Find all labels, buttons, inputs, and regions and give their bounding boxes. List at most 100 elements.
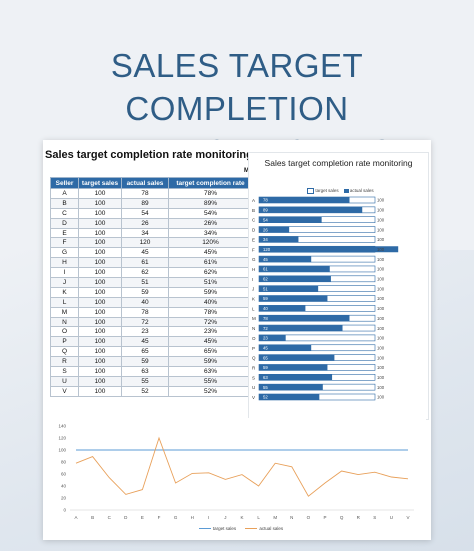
legend-actual-line [245,528,258,530]
cell-target-sales: 100 [78,257,122,269]
cell-seller: I [50,267,79,279]
cell-seller: D [50,217,79,229]
actual-bar [259,334,286,341]
table-row: A 100 78 78% [50,188,253,199]
actual-bar-label: 23 [263,336,268,341]
actual-bar-label: 65 [263,355,268,360]
x-tick-label: I [208,515,209,520]
table-row: G 100 45 45% [50,247,253,259]
bar-category-label: G [252,257,256,262]
table-row: C 100 54 54% [50,207,253,219]
cell-seller: K [50,286,79,298]
cell-completion-rate: 65% [168,346,253,358]
cell-actual-sales: 65 [121,346,169,358]
actual-bar-label: 89 [263,208,268,213]
cell-target-sales: 100 [78,366,122,377]
x-tick-label: J [224,515,226,520]
actual-bar-label: 78 [263,198,268,203]
bar-chart-svg: A 78 100 B 89 100 C 54 100 D 26 100 E 34 100 F 120 100 G 45… [252,196,399,401]
header-target-sales: target sales [78,177,122,189]
target-bar-label: 100 [377,326,385,331]
target-bar-label: 100 [377,365,385,370]
line-legend-target-label: target sales [212,526,237,531]
actual-bar-label: 61 [263,267,268,272]
legend-actual-swatch [343,189,349,193]
target-bar-label: 100 [377,355,385,360]
cell-seller: E [50,227,79,239]
cell-target-sales: 100 [78,237,122,249]
cell-actual-sales: 40 [121,296,169,308]
bar-category-label: C [252,218,256,223]
sales-table: Seller target sales actual sales target … [50,177,253,397]
actual-bar [259,384,323,391]
table-body: A 100 78 78% B 100 89 89% C 100 54 54% D 100 26 26% E 100… [50,188,253,397]
legend-target-swatch [307,188,315,194]
legend-target-line [198,528,211,530]
bar-category-label: B [252,208,255,213]
bar-category-label: S [252,375,255,380]
actual-bar-label: 59 [263,296,268,301]
cell-seller: M [50,306,79,318]
line-chart-svg: 0 20 40 60 80 100 120 140 A B C D E F G H I J K L M N O P Q R S U V [58,424,414,520]
cell-actual-sales: 23 [121,326,169,338]
bar-category-label: A [252,198,255,203]
actual-bar [259,216,322,223]
cell-target-sales: 100 [78,267,122,279]
bar-category-label: V [252,395,255,400]
cell-seller: G [50,247,79,259]
bar-category-label: U [252,385,255,390]
cell-completion-rate: 40% [168,296,253,308]
y-tick-label: 100 [58,448,66,453]
cell-seller: U [50,375,79,387]
cell-actual-sales: 89 [121,197,169,209]
table-row: Q 100 65 65% [50,346,253,358]
cell-seller: P [50,336,79,348]
cell-actual-sales: 55 [121,375,169,387]
x-tick-label: P [323,515,326,520]
table-row: F 100 120 120% [50,237,253,249]
x-tick-label: G [174,515,178,520]
cell-actual-sales: 54 [121,207,169,219]
cell-actual-sales: 78 [121,188,169,199]
target-bar-label: 100 [377,306,385,311]
header-seller: Seller [50,177,79,189]
table-row: M 100 78 78% [50,306,253,318]
cell-target-sales: 100 [78,306,122,318]
cell-completion-rate: 62% [168,267,253,279]
target-bar-label: 100 [377,237,385,242]
target-bar-label: 100 [377,395,385,400]
y-tick-label: 40 [61,484,67,489]
x-tick-label: B [91,515,94,520]
actual-bar [259,344,312,351]
line-legend-actual-label: actual sales [259,526,284,531]
cell-completion-rate: 89% [168,197,253,209]
cell-completion-rate: 78% [168,188,253,199]
cell-target-sales: 100 [78,207,122,219]
header-actual-sales: actual sales [121,177,169,189]
cell-seller: Q [50,346,79,358]
cell-target-sales: 100 [78,217,122,229]
actual-bar-label: 52 [263,395,268,400]
actual-bar-label: 34 [263,237,268,242]
bar-category-label: K [252,297,255,302]
cell-target-sales: 100 [78,247,122,259]
actual-bar-label: 55 [263,385,268,390]
actual-bar-label: 62 [263,277,268,282]
cell-actual-sales: 34 [121,227,169,239]
actual-bar [259,394,320,400]
cell-target-sales: 100 [78,227,122,239]
x-tick-label: H [191,515,194,520]
actual-bar-label: 45 [263,345,268,350]
cell-actual-sales: 45 [121,247,169,259]
target-bar-label: 100 [377,247,385,252]
cell-seller: J [50,277,79,288]
bar-category-label: P [252,346,255,351]
target-bar-label: 100 [377,286,385,291]
actual-bar-label: 54 [263,217,268,222]
cell-completion-rate: 45% [168,247,253,259]
cell-target-sales: 100 [78,356,122,368]
actual-bar-label: 45 [263,257,268,262]
bar-category-label: L [252,306,255,311]
cell-target-sales: 100 [78,277,122,288]
cell-actual-sales: 59 [121,356,169,368]
